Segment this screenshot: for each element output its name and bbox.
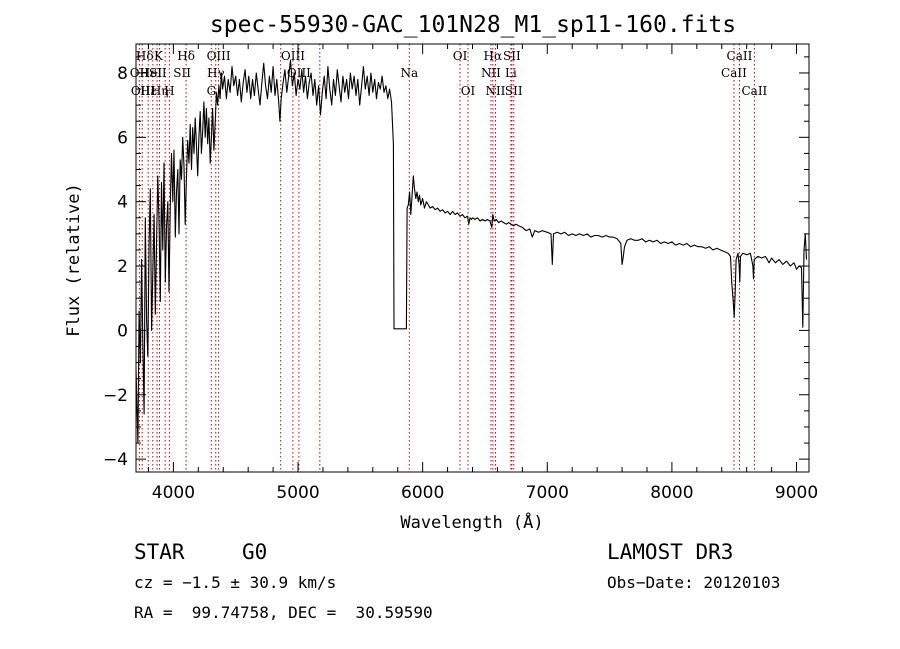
redshift-value: cz = −1.5 ± 30.9 km/s <box>134 573 337 592</box>
line-marker-label: CaII <box>727 49 753 63</box>
x-tick-label: 6000 <box>401 483 444 503</box>
y-tick-label: −2 <box>103 386 128 406</box>
plot-frame <box>135 43 810 473</box>
line-marker-label: CaII <box>741 84 767 98</box>
line-marker-label: OI <box>461 84 476 98</box>
obs-date: Obs−Date: 20120103 <box>607 573 781 592</box>
y-tick-label: 0 <box>117 321 128 341</box>
line-marker-label: NII <box>485 84 505 98</box>
x-axis-ticks: 4000 5000 6000 7000 8000 9000 <box>147 44 818 503</box>
line-marker-label: Hδ <box>177 49 195 63</box>
y-tick-label: 6 <box>117 128 128 148</box>
x-tick-label: 7000 <box>526 483 569 503</box>
x-tick-label: 8000 <box>650 483 693 503</box>
x-tick-label: 5000 <box>276 483 319 503</box>
y-tick-label: 8 <box>117 64 128 84</box>
y-tick-label: 4 <box>117 193 128 213</box>
line-marker-label: SII <box>503 49 521 63</box>
coordinates: RA = 99.74758, DEC = 30.59590 <box>134 603 433 622</box>
survey-name: LAMOST DR3 <box>607 540 734 564</box>
line-marker-label: Hη <box>151 84 169 98</box>
line-marker-label: SII <box>505 84 523 98</box>
line-marker-label: Li <box>505 66 517 80</box>
object-subclass: G0 <box>242 540 268 564</box>
line-marker-label: CaII <box>721 66 747 80</box>
object-class: STAR <box>134 540 185 564</box>
line-marker-label: SII <box>173 66 191 80</box>
line-marker-label: G <box>207 84 217 98</box>
line-marker-label: NII <box>481 66 501 80</box>
line-marker-label: OI <box>453 49 468 63</box>
line-marker-label: OIII <box>131 84 155 98</box>
line-marker-label: OIII <box>207 49 231 63</box>
line-marker-label: Hδ <box>136 49 154 63</box>
x-tick-label: 4000 <box>152 483 195 503</box>
x-axis-label: Wavelength (Å) <box>400 511 543 533</box>
line-marker-label: OIII <box>281 49 305 63</box>
line-marker-label: Hγ <box>207 66 225 80</box>
emission-line-labels: HδOIIOIIIHεHeIKSIIHηHHδSIIGOIIIHγOIIIOII… <box>130 49 768 98</box>
line-marker-label: OIII <box>287 66 311 80</box>
y-tick-label: −4 <box>103 450 128 470</box>
line-marker-label: SII <box>149 66 167 80</box>
emission-line-markers <box>138 44 755 472</box>
y-axis-label: Flux (relative) <box>64 183 84 337</box>
line-marker-label: K <box>154 49 164 63</box>
line-marker-label: Hα <box>484 49 503 63</box>
line-marker-label: HeI <box>140 66 163 80</box>
y-axis-ticks: −4 −2 0 2 4 6 8 <box>103 56 809 470</box>
y-tick-label: 2 <box>117 257 128 277</box>
line-marker-label: H <box>164 84 174 98</box>
x-tick-label: 9000 <box>775 483 818 503</box>
spectrum-line <box>135 59 808 444</box>
chart-title: spec-55930-GAC_101N28_M1_sp11-160.fits <box>210 12 736 38</box>
line-marker-label: Na <box>400 66 418 80</box>
line-marker-label: Hε <box>140 84 157 98</box>
